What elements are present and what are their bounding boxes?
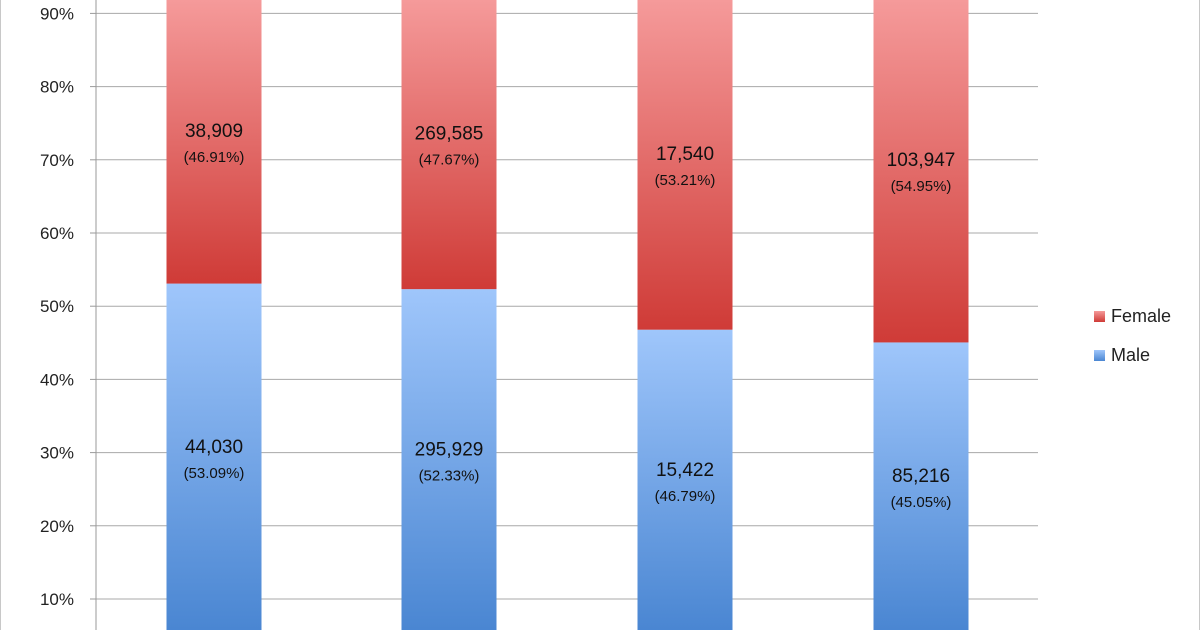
y-tick-label: 10% bbox=[40, 590, 74, 609]
data-label-male-count: 295,929 bbox=[415, 440, 484, 461]
legend-female-swatch bbox=[1094, 311, 1105, 322]
bar-female bbox=[873, 0, 969, 343]
y-axis: 10% 20% 30% 40% 50% 60% 70% 80% 90% bbox=[40, 0, 97, 630]
bar-male bbox=[873, 342, 969, 630]
y-tick-label: 80% bbox=[40, 78, 74, 97]
data-label-male-count: 85,216 bbox=[892, 466, 950, 487]
data-label-male-percent: (46.79%) bbox=[655, 488, 716, 505]
data-label-female-count: 38,909 bbox=[185, 121, 243, 142]
bar-female bbox=[637, 0, 733, 330]
data-label-male-count: 15,422 bbox=[656, 460, 714, 481]
legend-male-label: Male bbox=[1111, 345, 1150, 365]
bar-male bbox=[166, 283, 262, 630]
data-label-female-percent: (53.21%) bbox=[655, 172, 716, 189]
y-tick-label: 90% bbox=[40, 4, 74, 23]
data-label-male-percent: (52.33%) bbox=[419, 468, 480, 485]
legend-male-swatch bbox=[1094, 350, 1105, 361]
bar-female bbox=[401, 0, 497, 290]
y-tick-label: 30% bbox=[40, 444, 74, 463]
data-label-female-percent: (54.95%) bbox=[891, 178, 952, 195]
data-labels: 44,030 (53.09%) 38,909 (46.91%) 295,929 (52.3… bbox=[184, 121, 956, 511]
bar-female bbox=[166, 0, 262, 284]
data-label-female-count: 269,585 bbox=[415, 124, 484, 145]
data-label-male-count: 44,030 bbox=[185, 437, 243, 458]
y-tick-label: 60% bbox=[40, 224, 74, 243]
y-tick-label: 40% bbox=[40, 370, 74, 389]
data-label-female-count: 103,947 bbox=[887, 150, 956, 171]
y-tick-label: 70% bbox=[40, 151, 74, 170]
bar-male bbox=[637, 329, 733, 630]
legend-female-label: Female bbox=[1111, 306, 1171, 326]
bars bbox=[166, 0, 969, 630]
y-tick-label: 20% bbox=[40, 517, 74, 536]
bar-male bbox=[401, 289, 497, 630]
data-label-male-percent: (53.09%) bbox=[184, 465, 245, 482]
data-label-male-percent: (45.05%) bbox=[891, 494, 952, 511]
data-label-female-percent: (47.67%) bbox=[419, 152, 480, 169]
data-label-female-count: 17,540 bbox=[656, 144, 714, 165]
legend: Female Male bbox=[1094, 306, 1171, 365]
data-label-female-percent: (46.91%) bbox=[184, 149, 245, 166]
y-tick-label: 50% bbox=[40, 297, 74, 316]
